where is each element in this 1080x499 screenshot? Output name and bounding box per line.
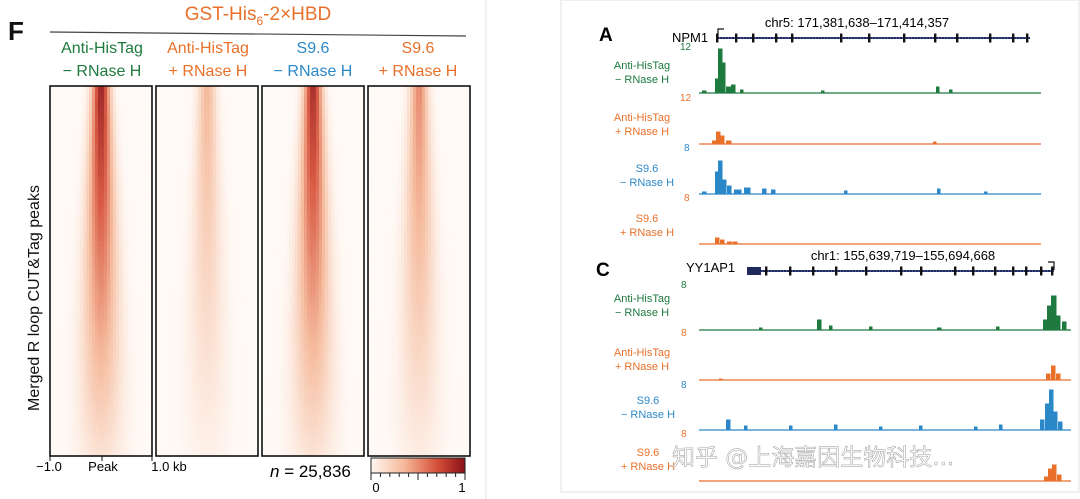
heatmap-1 — [49, 85, 153, 457]
col-header-4-line2: + RNase H — [379, 63, 458, 80]
col-header-2-line1: Anti-HisTag — [167, 40, 249, 57]
panel-f: F GST-His6-2×HBD Anti-HisTag − RNase H A… — [8, 4, 471, 495]
col-header-2-line2: + RNase H — [169, 63, 248, 80]
col-header-1-line2: − RNase H — [63, 63, 142, 80]
heatmap-2 — [155, 85, 259, 457]
col-header-1-line1: Anti-HisTag — [61, 40, 143, 57]
col-header-3-line1: S9.6 — [297, 40, 330, 57]
construct-underline — [49, 31, 467, 37]
construct-title: GST-His6-2×HBD — [185, 4, 332, 28]
col-header-3-line2: − RNase H — [274, 63, 353, 80]
col-header-4-line1: S9.6 — [402, 40, 435, 57]
heatmap-1-texture — [50, 86, 152, 456]
heatmap-column-headers: Anti-HisTag − RNase H Anti-HisTag + RNas… — [61, 40, 457, 80]
panel-f-letter: F — [8, 16, 24, 46]
heatmap-1-frame — [49, 85, 153, 457]
heatmaps — [49, 85, 471, 461]
